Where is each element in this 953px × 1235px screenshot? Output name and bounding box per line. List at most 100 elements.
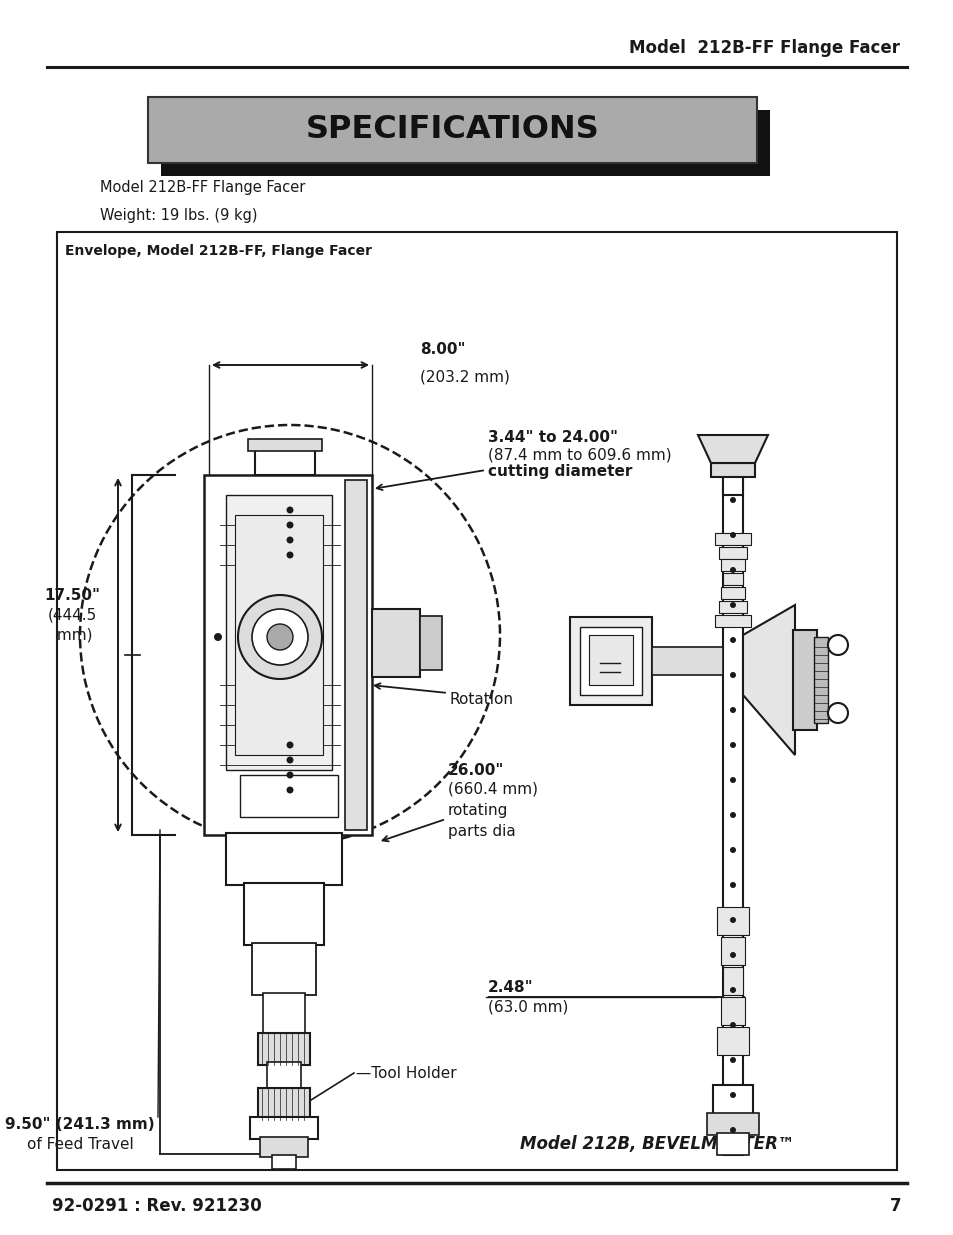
Bar bbox=[226, 832, 341, 885]
Circle shape bbox=[286, 787, 294, 794]
Circle shape bbox=[286, 521, 294, 529]
Circle shape bbox=[286, 506, 294, 514]
Circle shape bbox=[729, 1023, 735, 1028]
Bar bbox=[240, 776, 337, 818]
Circle shape bbox=[729, 532, 735, 538]
Circle shape bbox=[286, 757, 294, 763]
Circle shape bbox=[729, 1092, 735, 1098]
Bar bbox=[252, 944, 315, 995]
Text: Weight: 19 lbs. (9 kg): Weight: 19 lbs. (9 kg) bbox=[100, 207, 257, 224]
Bar bbox=[719, 601, 746, 613]
Bar bbox=[148, 98, 757, 163]
Text: Envelope, Model 212B-FF, Flange Facer: Envelope, Model 212B-FF, Flange Facer bbox=[65, 245, 372, 258]
Bar bbox=[706, 1113, 759, 1135]
Circle shape bbox=[729, 1057, 735, 1063]
Text: Model 212B-FF Flange Facer: Model 212B-FF Flange Facer bbox=[100, 180, 305, 195]
Circle shape bbox=[213, 634, 222, 641]
Bar bbox=[372, 609, 419, 677]
Bar bbox=[569, 618, 651, 705]
Bar bbox=[419, 616, 441, 671]
Circle shape bbox=[827, 635, 847, 655]
Circle shape bbox=[729, 987, 735, 993]
Circle shape bbox=[729, 811, 735, 818]
Bar bbox=[720, 997, 744, 1025]
Bar bbox=[720, 937, 744, 965]
Text: 7: 7 bbox=[889, 1197, 901, 1215]
Circle shape bbox=[729, 777, 735, 783]
Text: mm): mm) bbox=[51, 627, 92, 642]
Bar bbox=[248, 438, 322, 451]
Bar bbox=[234, 515, 323, 755]
Text: 2.48": 2.48" bbox=[488, 979, 533, 994]
Bar bbox=[272, 1155, 295, 1170]
Polygon shape bbox=[742, 605, 794, 755]
Text: rotating: rotating bbox=[448, 803, 508, 818]
Circle shape bbox=[729, 637, 735, 643]
Text: (203.2 mm): (203.2 mm) bbox=[419, 370, 509, 385]
Bar bbox=[714, 615, 750, 627]
Bar bbox=[722, 967, 742, 995]
Bar bbox=[722, 454, 742, 1155]
Bar bbox=[267, 1062, 301, 1091]
Text: (444.5: (444.5 bbox=[48, 608, 96, 622]
Circle shape bbox=[286, 741, 294, 748]
Circle shape bbox=[729, 918, 735, 923]
Text: Model  212B-FF Flange Facer: Model 212B-FF Flange Facer bbox=[628, 40, 899, 57]
Text: SPECIFICATIONS: SPECIFICATIONS bbox=[305, 115, 598, 146]
Circle shape bbox=[286, 536, 294, 543]
Bar bbox=[57, 232, 896, 1170]
Text: Rotation: Rotation bbox=[450, 693, 514, 708]
Text: Model 212B, BEVELMASTER™: Model 212B, BEVELMASTER™ bbox=[519, 1135, 794, 1153]
Bar bbox=[712, 1086, 752, 1115]
Text: parts dia: parts dia bbox=[448, 824, 516, 839]
Bar bbox=[813, 637, 827, 722]
Bar bbox=[263, 993, 305, 1035]
Bar bbox=[579, 627, 641, 695]
Bar bbox=[722, 573, 742, 585]
Text: 3.44" to 24.00": 3.44" to 24.00" bbox=[488, 430, 618, 445]
Bar bbox=[714, 534, 750, 545]
Bar bbox=[710, 463, 754, 477]
Text: 17.50": 17.50" bbox=[44, 588, 100, 603]
Text: of Feed Travel: of Feed Travel bbox=[27, 1137, 133, 1152]
Text: cutting diameter: cutting diameter bbox=[488, 464, 632, 479]
Bar bbox=[226, 495, 332, 769]
Circle shape bbox=[729, 847, 735, 853]
Circle shape bbox=[729, 1128, 735, 1132]
Circle shape bbox=[729, 601, 735, 608]
Bar bbox=[651, 647, 722, 676]
Circle shape bbox=[729, 672, 735, 678]
Bar bbox=[254, 447, 314, 475]
Text: 9.50" (241.3 mm): 9.50" (241.3 mm) bbox=[5, 1116, 154, 1132]
Bar bbox=[204, 475, 372, 835]
Circle shape bbox=[237, 595, 322, 679]
Bar bbox=[250, 1116, 317, 1139]
Circle shape bbox=[252, 609, 308, 664]
Bar bbox=[717, 906, 748, 935]
Bar bbox=[257, 1088, 310, 1120]
Text: (63.0 mm): (63.0 mm) bbox=[488, 999, 568, 1014]
Circle shape bbox=[827, 703, 847, 722]
Circle shape bbox=[729, 706, 735, 713]
Bar bbox=[244, 883, 324, 945]
Bar bbox=[717, 1132, 748, 1155]
Bar bbox=[719, 547, 746, 559]
Circle shape bbox=[729, 742, 735, 748]
Polygon shape bbox=[698, 435, 767, 463]
Circle shape bbox=[286, 552, 294, 558]
Circle shape bbox=[729, 496, 735, 503]
Bar bbox=[720, 559, 744, 571]
Bar bbox=[722, 475, 742, 495]
Bar bbox=[257, 1032, 310, 1065]
Bar bbox=[717, 1028, 748, 1055]
Circle shape bbox=[267, 624, 293, 650]
Bar bbox=[260, 1137, 308, 1157]
Text: 26.00": 26.00" bbox=[448, 763, 504, 778]
Bar bbox=[161, 110, 769, 177]
Text: —Tool Holder: —Tool Holder bbox=[355, 1066, 456, 1081]
Bar bbox=[588, 635, 633, 685]
Bar bbox=[720, 587, 744, 599]
Circle shape bbox=[729, 952, 735, 958]
Circle shape bbox=[286, 772, 294, 778]
Text: (87.4 mm to 609.6 mm): (87.4 mm to 609.6 mm) bbox=[488, 447, 671, 462]
